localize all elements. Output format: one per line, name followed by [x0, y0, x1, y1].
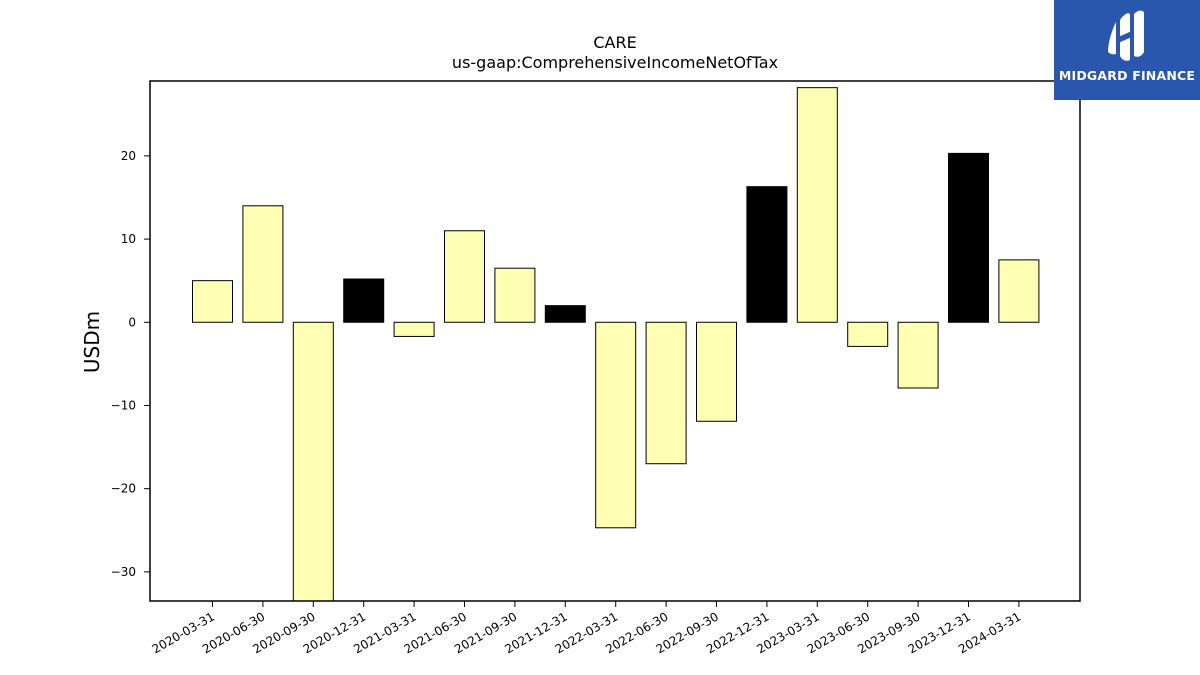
bar-2023-09-30: [897, 321, 939, 389]
y-tick-label: 10: [121, 232, 136, 246]
bar-2022-12-31: [746, 186, 788, 323]
y-tick-label: −10: [111, 398, 136, 412]
bar-2023-12-31: [948, 152, 989, 323]
bar-2024-03-31: [998, 259, 1040, 323]
bar-2023-03-31: [796, 87, 838, 323]
bar-2020-06-30: [242, 205, 284, 323]
bar-2020-09-30: [292, 321, 334, 602]
y-tick-label: 20: [121, 149, 136, 163]
bar-2020-12-31: [343, 278, 385, 323]
bar-2021-12-31: [544, 305, 586, 323]
midgard-logo-icon: [1108, 10, 1144, 61]
y-tick-label: −20: [111, 482, 136, 496]
bar-2022-09-30: [696, 321, 737, 422]
logo-text: MIDGARD FINANCE: [1058, 68, 1196, 83]
bar-2023-06-30: [847, 321, 889, 347]
bar-2021-06-30: [444, 230, 485, 323]
bar-2021-03-31: [393, 321, 435, 337]
y-axis-label: USDm: [80, 311, 104, 373]
y-axis-ticks: −30 −20 −10 0 10 20: [111, 149, 150, 579]
brand-logo: MIDGARD FINANCE: [1054, 0, 1200, 100]
chart-subtitle: us-gaap:ComprehensiveIncomeNetOfTax: [452, 53, 778, 72]
bars-layer: [192, 87, 1040, 602]
y-tick-label: 0: [128, 315, 136, 329]
chart-title: CARE: [593, 33, 636, 52]
bar-2022-06-30: [645, 321, 687, 465]
y-tick-label: −30: [111, 565, 136, 579]
bar-2022-03-31: [595, 321, 637, 529]
bar-2020-03-31: [192, 280, 233, 323]
x-axis-ticks: 2020-03-312020-06-302020-09-302020-12-31…: [150, 601, 1023, 656]
bar-2021-09-30: [494, 267, 536, 323]
plot-frame: [149, 80, 1081, 602]
